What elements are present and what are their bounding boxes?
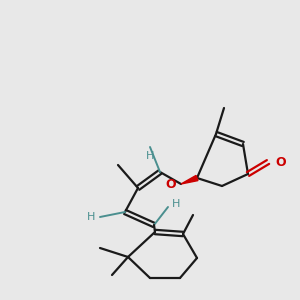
Text: O: O bbox=[275, 155, 286, 169]
Text: O: O bbox=[165, 178, 176, 190]
Text: H: H bbox=[87, 212, 95, 222]
Text: H: H bbox=[172, 199, 180, 209]
Polygon shape bbox=[181, 176, 198, 184]
Text: H: H bbox=[146, 151, 154, 161]
